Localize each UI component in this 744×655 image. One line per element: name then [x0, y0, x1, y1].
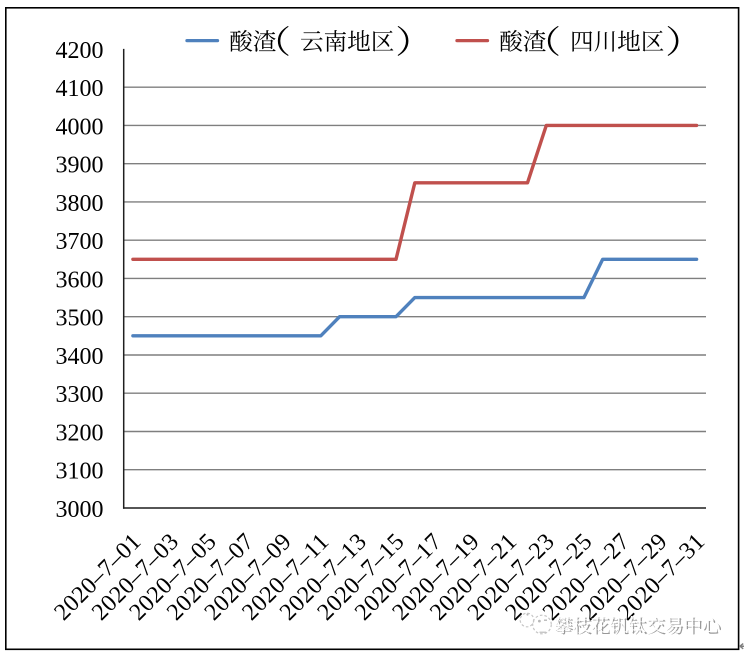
svg-text:3400: 3400 — [56, 344, 104, 370]
svg-text:3600: 3600 — [56, 267, 104, 293]
svg-text:4100: 4100 — [56, 76, 104, 102]
svg-text:3300: 3300 — [56, 382, 104, 408]
svg-text:3700: 3700 — [56, 229, 104, 255]
svg-text:4200: 4200 — [56, 38, 104, 64]
svg-text:3000: 3000 — [56, 497, 104, 523]
svg-text:3100: 3100 — [56, 459, 104, 485]
svg-text:3900: 3900 — [56, 153, 104, 179]
svg-text:4000: 4000 — [56, 114, 104, 140]
svg-text:3200: 3200 — [56, 420, 104, 446]
svg-text:3800: 3800 — [56, 191, 104, 217]
svg-text:3500: 3500 — [56, 306, 104, 332]
